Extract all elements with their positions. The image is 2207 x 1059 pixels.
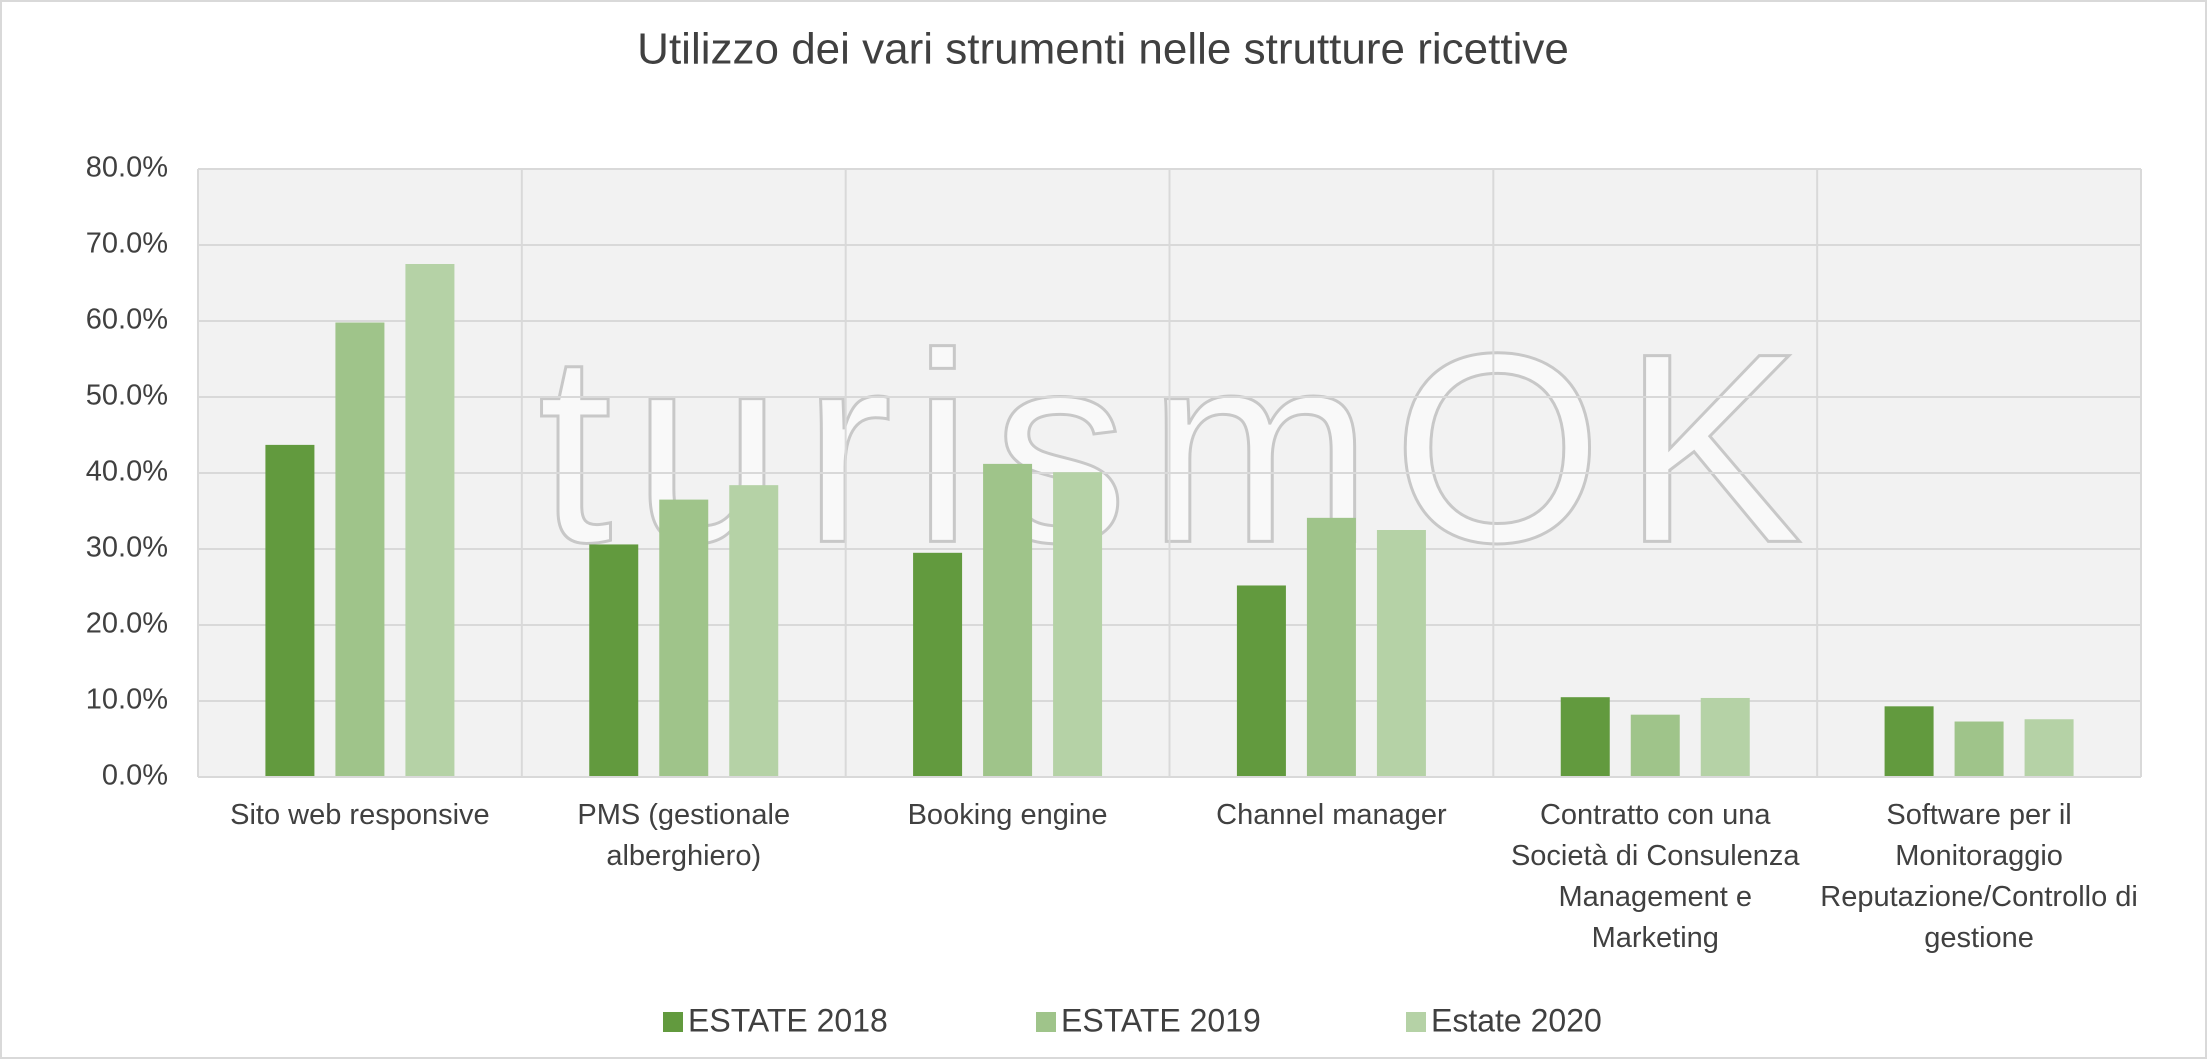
bar bbox=[1236, 585, 1286, 777]
y-tick-label: 80.0% bbox=[86, 152, 168, 184]
bar bbox=[405, 264, 455, 777]
x-tick-label: PMS (gestionale alberghiero) bbox=[577, 799, 791, 872]
y-tick-label: 40.0% bbox=[86, 456, 168, 488]
bar bbox=[2024, 719, 2074, 777]
bar bbox=[913, 552, 963, 777]
legend-label: ESTATE 2019 bbox=[1061, 1002, 1261, 1038]
y-tick-label: 0.0% bbox=[102, 760, 168, 792]
bar bbox=[1376, 530, 1426, 777]
x-tick-label-box: Software per il Monitoraggio Reputazione… bbox=[1820, 799, 2138, 954]
x-tick-label: Sito web responsive bbox=[230, 799, 490, 831]
bar bbox=[1884, 706, 1934, 777]
x-tick-label: Booking engine bbox=[907, 799, 1108, 831]
legend-swatch bbox=[1406, 1012, 1426, 1032]
bar bbox=[1954, 721, 2004, 777]
y-tick-label: 60.0% bbox=[86, 304, 168, 336]
bar bbox=[335, 322, 385, 777]
x-tick-label: Channel manager bbox=[1216, 799, 1447, 831]
bar bbox=[1630, 714, 1680, 777]
y-tick-label: 30.0% bbox=[86, 532, 168, 564]
bar bbox=[729, 485, 779, 777]
x-tick-label-box: Channel manager bbox=[1216, 799, 1447, 831]
y-tick-label: 10.0% bbox=[86, 684, 168, 716]
y-tick-label: 50.0% bbox=[86, 380, 168, 412]
y-tick-label: 70.0% bbox=[86, 228, 168, 260]
x-tick-label-box: Booking engine bbox=[907, 799, 1108, 831]
y-tick-label: 20.0% bbox=[86, 608, 168, 640]
legend-swatch bbox=[663, 1012, 683, 1032]
chart-title: Utilizzo dei vari strumenti nelle strutt… bbox=[637, 25, 1569, 74]
bar bbox=[983, 463, 1033, 777]
bar bbox=[1560, 697, 1610, 777]
bar bbox=[659, 499, 709, 777]
x-tick-label-box: Sito web responsive bbox=[230, 799, 490, 831]
bar bbox=[265, 444, 315, 777]
x-tick-label: Software per il Monitoraggio Reputazione… bbox=[1820, 799, 2138, 954]
x-tick-label: Contratto con una Società di Consulenza … bbox=[1510, 799, 1800, 954]
legend-label: ESTATE 2018 bbox=[688, 1002, 888, 1038]
x-tick-label-box: PMS (gestionale alberghiero) bbox=[577, 799, 791, 872]
bar bbox=[589, 544, 639, 777]
bar bbox=[1700, 697, 1750, 777]
bar bbox=[1053, 472, 1103, 777]
legend-swatch bbox=[1036, 1012, 1056, 1032]
x-tick-label-box: Contratto con una Società di Consulenza … bbox=[1510, 799, 1800, 954]
bar bbox=[1306, 517, 1356, 777]
legend-label: Estate 2020 bbox=[1431, 1002, 1602, 1038]
